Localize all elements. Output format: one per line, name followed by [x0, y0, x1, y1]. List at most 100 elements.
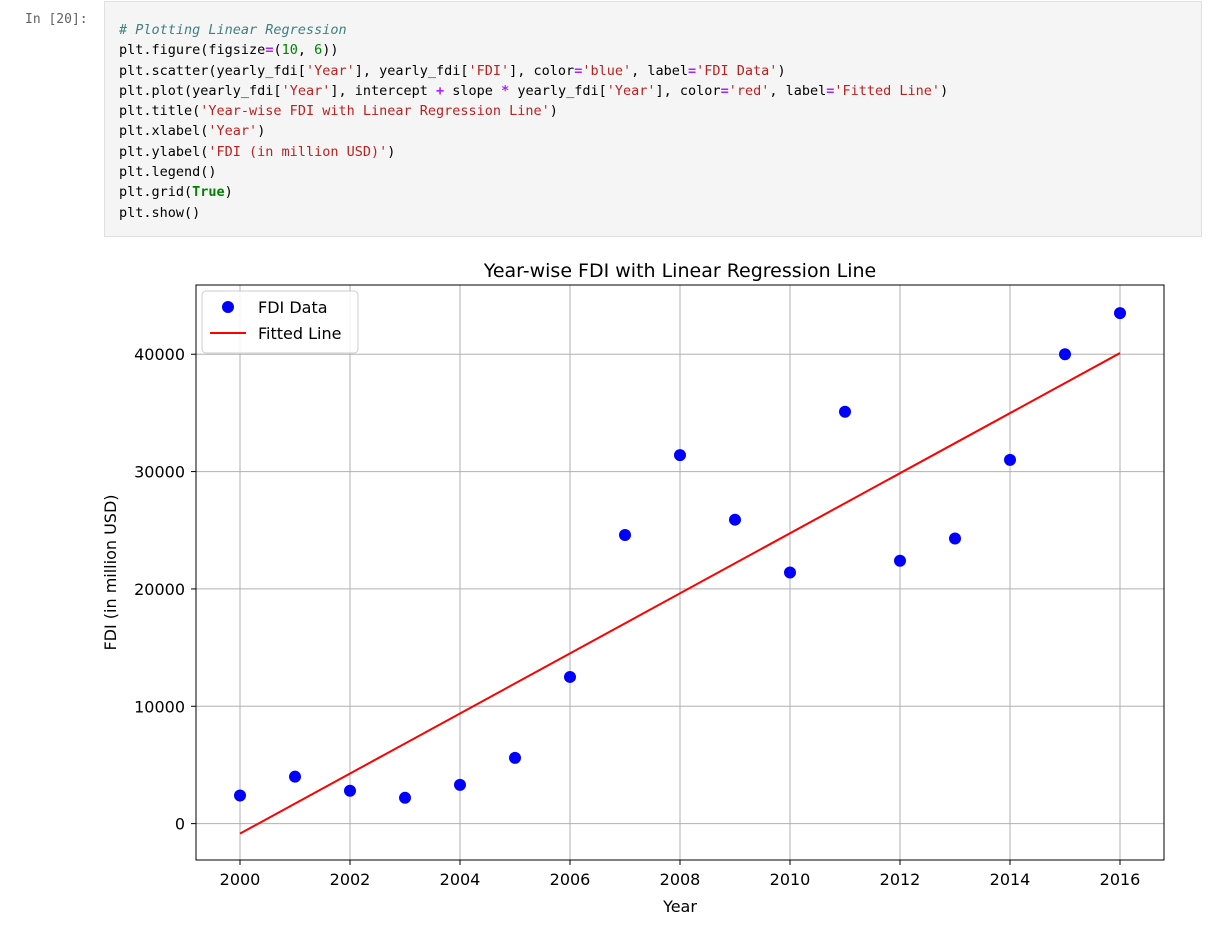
- code-token: 'Year-wise FDI with Linear Regression Li…: [200, 103, 550, 120]
- code-token: ], color: [509, 62, 575, 79]
- code-token: ], color: [655, 82, 721, 99]
- code-line: plt.ylabel('FDI (in million USD)'): [119, 142, 1201, 162]
- code-token: ], yearly_fdi[: [354, 62, 469, 79]
- code-token: =: [688, 62, 697, 79]
- x-tick-label: 2014: [990, 870, 1031, 889]
- code-token: =: [265, 42, 274, 59]
- y-tick-label: 10000: [134, 697, 185, 716]
- data-point: [564, 670, 576, 683]
- data-point: [674, 449, 686, 462]
- code-token: 'FDI': [468, 62, 510, 79]
- data-point: [1114, 307, 1126, 320]
- code-token: ): [257, 123, 266, 140]
- code-token: ], intercept: [330, 82, 437, 99]
- code-token: 'red': [728, 82, 770, 99]
- code-token: plt.xlabel(: [119, 123, 209, 140]
- code-token: ): [940, 82, 949, 99]
- code-token: True: [192, 184, 225, 201]
- x-tick-label: 2000: [220, 870, 261, 889]
- code-token: slope: [444, 82, 502, 99]
- data-point: [784, 566, 796, 579]
- data-point: [509, 751, 521, 764]
- y-tick-label: 40000: [134, 345, 185, 364]
- cell-prompt: In [20]:: [25, 12, 88, 27]
- legend-box: [201, 290, 359, 354]
- data-point: [729, 513, 741, 526]
- code-token: (: [273, 42, 282, 59]
- plot-frame: [195, 284, 1165, 861]
- data-point: [1004, 453, 1016, 466]
- code-token: ,: [297, 42, 315, 59]
- data-point: [894, 554, 906, 567]
- code-token: , label: [631, 62, 689, 79]
- code-token: 'FDI (in million USD)': [208, 143, 388, 160]
- code-token: 'Year': [606, 82, 656, 99]
- chart-title: Year-wise FDI with Linear Regression Lin…: [483, 260, 877, 282]
- code-token: # Plotting Linear Regression: [119, 22, 347, 38]
- y-axis-label: FDI (in million USD): [101, 494, 120, 650]
- data-point: [949, 532, 961, 545]
- scatter-chart: 2000 2002 2004 2006 2008 2010 2012 2014 2016 0 100…: [101, 260, 1165, 916]
- x-axis-label: Year: [662, 897, 697, 916]
- code-line: plt.title('Year-wise FDI with Linear Reg…: [119, 101, 1201, 121]
- code-token: plt.show(): [119, 204, 201, 221]
- x-tick-label: 2016: [1100, 870, 1141, 889]
- code-cell-input[interactable]: # Plotting Linear Regression plt.figure(f…: [104, 1, 1202, 237]
- data-point: [289, 770, 301, 783]
- code-token: ): [224, 184, 233, 201]
- code-token: =: [826, 82, 835, 99]
- code-token: *: [501, 82, 510, 99]
- code-token: 'Year': [305, 62, 355, 79]
- code-line: plt.figure(figsize=(10, 6)): [119, 40, 1201, 60]
- code-token: 'Fitted Line': [834, 82, 941, 99]
- code-token: 'FDI Data': [696, 62, 778, 79]
- x-tick-label: 2002: [330, 870, 371, 889]
- code-token: ): [549, 103, 558, 120]
- data-point: [619, 528, 631, 541]
- y-tick-label: 20000: [134, 580, 185, 599]
- code-token: =: [720, 82, 729, 99]
- code-line: plt.scatter(yearly_fdi['Year'], yearly_f…: [119, 61, 1201, 81]
- x-tick-label: 2006: [550, 870, 591, 889]
- code-token: +: [436, 82, 445, 99]
- code-token: )): [322, 42, 339, 59]
- code-line: plt.xlabel('Year'): [119, 121, 1201, 141]
- code-token: 'Year': [281, 82, 331, 99]
- code-token: plt.figure(figsize: [119, 42, 266, 59]
- code-line: plt.grid(True): [119, 182, 1201, 202]
- code-token: ): [387, 143, 396, 160]
- code-token: =: [574, 62, 583, 79]
- x-tick-label: 2008: [660, 870, 701, 889]
- fitted-line: [239, 352, 1121, 835]
- y-tick-label: 0: [175, 815, 185, 834]
- legend-marker-swatch: [222, 301, 234, 313]
- code-line: plt.show(): [119, 203, 1201, 223]
- legend-label: Fitted Line: [258, 324, 341, 343]
- code-line: # Plotting Linear Regression: [119, 20, 1201, 40]
- code-line: plt.plot(yearly_fdi['Year'], intercept +…: [119, 81, 1201, 101]
- code-token: yearly_fdi[: [509, 82, 607, 99]
- data-point: [234, 789, 246, 802]
- cell-output: 2000 2002 2004 2006 2008 2010 2012 2014 2016 0 100…: [96, 245, 1176, 929]
- data-point: [399, 791, 411, 804]
- code-token: plt.scatter(yearly_fdi[: [119, 62, 306, 79]
- code-token: , label: [769, 82, 827, 99]
- code-token: plt.title(: [119, 103, 201, 120]
- code-token: 10: [281, 42, 298, 59]
- legend-label: FDI Data: [258, 298, 328, 317]
- data-point: [454, 778, 466, 791]
- code-token: plt.ylabel(: [119, 143, 209, 160]
- code-editor[interactable]: # Plotting Linear Regression plt.figure(f…: [105, 2, 1201, 223]
- data-point: [839, 405, 851, 418]
- code-token: 'Year': [208, 123, 258, 140]
- code-token: 6: [314, 42, 323, 59]
- y-tick-label: 30000: [134, 463, 185, 482]
- code-line: plt.legend(): [119, 162, 1201, 182]
- code-token: ): [777, 62, 786, 79]
- x-tick-label: 2010: [770, 870, 811, 889]
- x-tick-label: 2004: [440, 870, 481, 889]
- code-token: 'blue': [582, 62, 632, 79]
- code-token: plt.grid(: [119, 184, 193, 201]
- x-tick-label: 2012: [880, 870, 921, 889]
- code-token: plt.plot(yearly_fdi[: [119, 82, 282, 99]
